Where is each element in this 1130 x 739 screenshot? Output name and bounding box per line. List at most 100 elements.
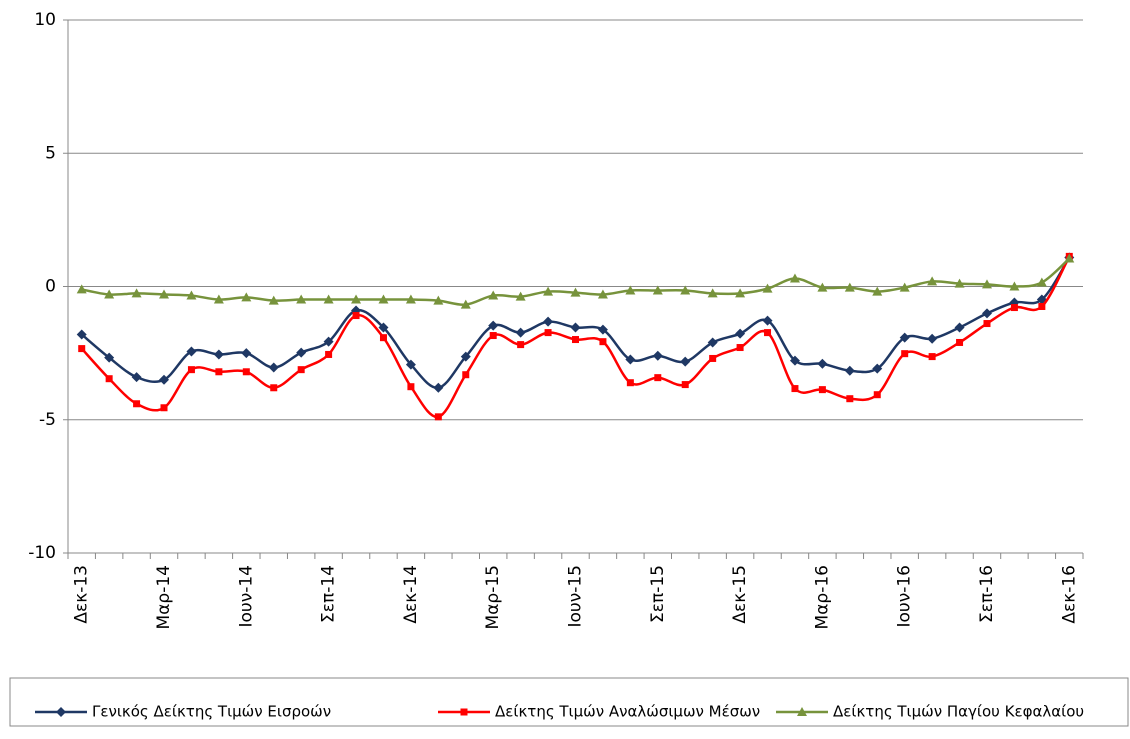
point-marker [844, 365, 855, 376]
point-marker [241, 348, 252, 359]
point-marker [407, 383, 415, 391]
point-marker [213, 294, 224, 304]
point-marker [517, 341, 525, 349]
point-marker [488, 290, 499, 300]
point-marker [570, 322, 581, 333]
point-marker [954, 278, 965, 288]
legend-marker [56, 707, 66, 717]
point-marker [131, 372, 142, 383]
point-marker [735, 288, 746, 298]
point-marker [1036, 277, 1047, 287]
legend-label: Δείκτης Τιμών Παγίου Κεφαλαίου [833, 703, 1084, 721]
point-marker [981, 308, 992, 319]
point-marker [736, 344, 744, 352]
point-marker [543, 316, 554, 327]
point-marker [379, 334, 387, 342]
point-marker [956, 338, 964, 346]
x-tick-label: Μαρ-16 [812, 565, 832, 629]
point-marker [76, 284, 87, 294]
point-marker [378, 322, 389, 333]
point-marker [1010, 304, 1018, 312]
point-marker [735, 328, 746, 339]
point-marker [297, 366, 305, 374]
y-tick-label: 0 [45, 277, 56, 297]
x-tick-label: Ιουν-14 [236, 565, 256, 628]
point-marker [460, 351, 471, 362]
point-marker [764, 329, 772, 337]
point-marker [928, 353, 936, 361]
y-tick-label: 5 [45, 143, 56, 163]
point-marker [927, 333, 938, 344]
point-marker [543, 286, 554, 296]
point-marker [544, 329, 552, 337]
point-marker [654, 374, 662, 382]
legend-box [9, 677, 1129, 727]
point-marker [215, 368, 223, 376]
point-marker [597, 324, 608, 335]
point-marker [954, 322, 965, 333]
point-marker [817, 358, 828, 369]
y-tick-label: -5 [39, 410, 56, 430]
point-marker [405, 359, 416, 370]
point-marker [325, 350, 333, 358]
point-marker [515, 291, 526, 301]
point-marker [899, 332, 910, 343]
point-marker [296, 294, 307, 304]
point-marker [572, 336, 579, 344]
point-marker [515, 327, 526, 338]
point-marker [680, 356, 691, 367]
point-marker [187, 366, 195, 374]
point-marker [709, 354, 717, 362]
point-marker [352, 312, 360, 320]
x-tick-label: Μαρ-15 [483, 565, 503, 629]
point-marker [104, 352, 115, 363]
point-marker [78, 345, 86, 353]
y-tick-label: -10 [28, 543, 56, 563]
y-tick-label: 10 [34, 10, 56, 30]
point-marker [681, 381, 689, 389]
point-marker [160, 404, 168, 412]
point-marker [1064, 253, 1075, 263]
point-marker [434, 413, 442, 421]
point-marker [707, 337, 718, 348]
series-line [81, 257, 1071, 306]
x-tick-label: Μαρ-14 [154, 565, 174, 629]
point-marker [625, 354, 636, 365]
point-marker [133, 400, 141, 408]
point-marker [844, 282, 855, 292]
point-marker [351, 294, 362, 304]
point-marker [323, 294, 334, 304]
point-marker [927, 276, 938, 286]
point-marker [818, 386, 826, 394]
point-marker [296, 347, 307, 358]
point-marker [489, 332, 497, 340]
point-marker [104, 289, 115, 299]
point-marker [186, 290, 197, 300]
point-marker [652, 350, 663, 361]
legend-label: Γενικός Δείκτης Τιμών Εισροών [92, 703, 331, 721]
point-marker [791, 385, 799, 393]
point-marker [789, 273, 800, 283]
point-marker [105, 375, 113, 383]
point-marker [159, 374, 170, 385]
point-marker [433, 382, 444, 393]
point-marker [213, 349, 224, 360]
point-marker [1009, 281, 1020, 291]
point-marker [268, 295, 279, 305]
legend-marker [460, 708, 468, 716]
point-marker [433, 295, 444, 305]
x-tick-label: Δεκ-16 [1059, 565, 1079, 624]
point-marker [268, 362, 279, 373]
point-marker [680, 285, 691, 295]
point-marker [626, 379, 634, 387]
point-marker [488, 320, 499, 331]
point-marker [707, 288, 718, 298]
point-marker [981, 279, 992, 289]
point-marker [817, 282, 828, 292]
point-marker [872, 286, 883, 296]
point-marker [901, 350, 909, 358]
point-marker [460, 299, 471, 309]
legend-marker [797, 707, 807, 716]
point-marker [1038, 302, 1046, 310]
